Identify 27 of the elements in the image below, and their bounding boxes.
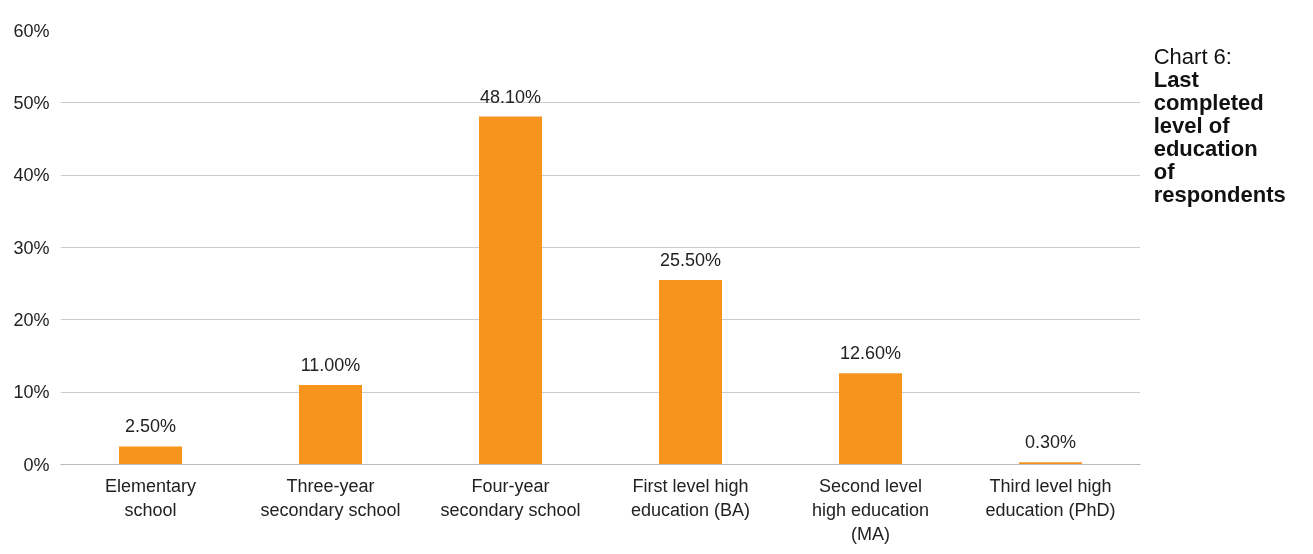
y-tick-label: 50% xyxy=(13,92,50,113)
data-label: 12.60% xyxy=(839,343,902,364)
bar xyxy=(1019,462,1082,465)
data-label: 2.50% xyxy=(124,416,177,437)
y-tick-label: 20% xyxy=(13,309,50,330)
x-tick-label: Three-year secondary school xyxy=(260,475,401,520)
bar xyxy=(659,280,722,465)
text: Chart 6: xyxy=(1153,43,1232,69)
x-tick-label: Third level high education (PhD) xyxy=(985,475,1116,520)
y-tick-label: 40% xyxy=(13,165,50,186)
x-tick-label: Elementary school xyxy=(104,475,197,520)
bar xyxy=(479,116,542,465)
y-tick-label: 30% xyxy=(13,237,50,258)
y-tick-label: 0% xyxy=(23,454,50,475)
bar xyxy=(839,373,902,465)
text: Last completed level of education of respondents xyxy=(1153,66,1286,207)
bar xyxy=(119,446,182,465)
x-tick-label: Four-year secondary school xyxy=(440,475,581,520)
data-label: 11.00% xyxy=(300,354,361,375)
data-label: 25.50% xyxy=(659,250,722,271)
data-label: 0.30% xyxy=(1024,432,1077,453)
bar xyxy=(299,384,362,465)
y-tick-label: 60% xyxy=(13,20,50,41)
x-tick-label: Second level high education (MA) xyxy=(811,475,930,544)
x-tick-label: First level high education (BA) xyxy=(630,475,751,520)
y-tick-label: 10% xyxy=(13,382,50,403)
data-label: 48.10% xyxy=(479,86,542,107)
